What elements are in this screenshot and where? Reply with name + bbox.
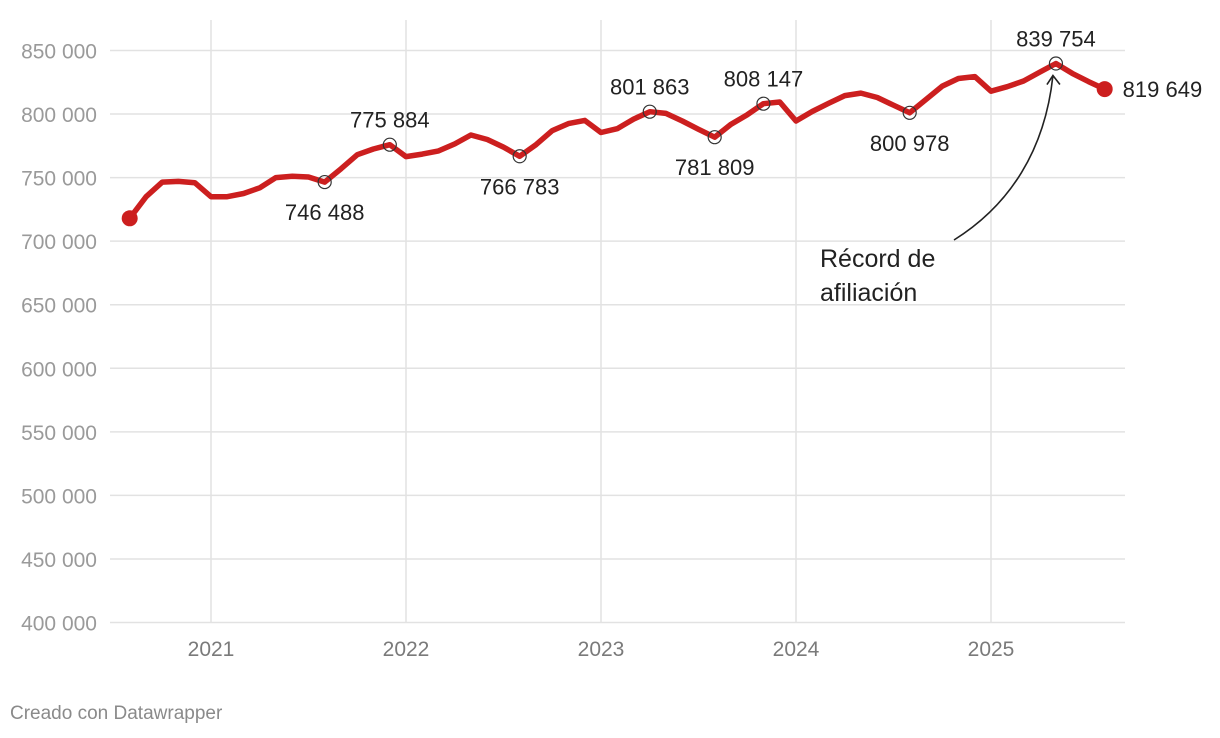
x-tick-label: 2025	[968, 638, 1015, 661]
point-value-label: 801 863	[610, 75, 690, 100]
start-point-dot	[121, 210, 138, 227]
record-annotation: Récord de afiliación	[820, 74, 1061, 307]
point-marker	[317, 174, 332, 190]
point-marker	[642, 104, 657, 119]
y-tick-label: 750 000	[21, 168, 97, 191]
point-marker	[1048, 56, 1064, 71]
point-labels: 746 488 775 884 766 783 801 863 781 809 808 1…	[285, 27, 1202, 226]
x-tick-label: 2024	[773, 638, 820, 661]
point-value-label: 819 649	[1123, 77, 1203, 102]
point-marker	[707, 130, 722, 145]
series-line	[126, 60, 1108, 222]
point-marker	[512, 149, 527, 164]
series-line-group	[126, 60, 1108, 222]
annotation-text: afiliación	[820, 279, 917, 307]
annotation-arrowhead	[1046, 74, 1061, 86]
annotation-text: Récord de	[820, 245, 935, 273]
point-value-label: 775 884	[350, 108, 430, 133]
x-tick-label: 2021	[188, 638, 235, 661]
y-tick-label: 800 000	[21, 104, 97, 127]
y-tick-label: 400 000	[21, 613, 97, 636]
point-marker	[382, 137, 397, 152]
x-axis-labels: 2021 2022 2023 2024 2025	[188, 638, 1015, 661]
point-marker	[902, 105, 917, 120]
y-tick-label: 700 000	[21, 231, 97, 254]
point-value-label: 766 783	[480, 174, 560, 199]
y-tick-label: 550 000	[21, 422, 97, 445]
point-value-label: 781 809	[675, 155, 755, 180]
y-tick-label: 450 000	[21, 549, 97, 572]
grid-lines	[110, 20, 1125, 624]
point-marker	[756, 96, 771, 111]
point-value-label: 800 978	[870, 131, 950, 156]
y-tick-label: 600 000	[21, 358, 97, 381]
end-point-dot	[1096, 81, 1113, 98]
point-value-label: 808 147	[724, 67, 804, 92]
point-markers	[121, 56, 1113, 227]
y-tick-label: 650 000	[21, 295, 97, 318]
y-tick-label: 500 000	[21, 485, 97, 508]
annotation-arrow	[953, 75, 1054, 241]
y-axis-labels: 850 000 800 000 750 000 700 000 650 000 600 0…	[21, 41, 97, 636]
credit-text: Creado con Datawrapper	[10, 703, 223, 724]
x-tick-label: 2023	[578, 638, 625, 661]
y-tick-label: 850 000	[21, 41, 97, 64]
point-value-label: 746 488	[285, 200, 365, 225]
x-tick-label: 2022	[383, 638, 430, 661]
point-value-label: 839 754	[1016, 27, 1096, 52]
